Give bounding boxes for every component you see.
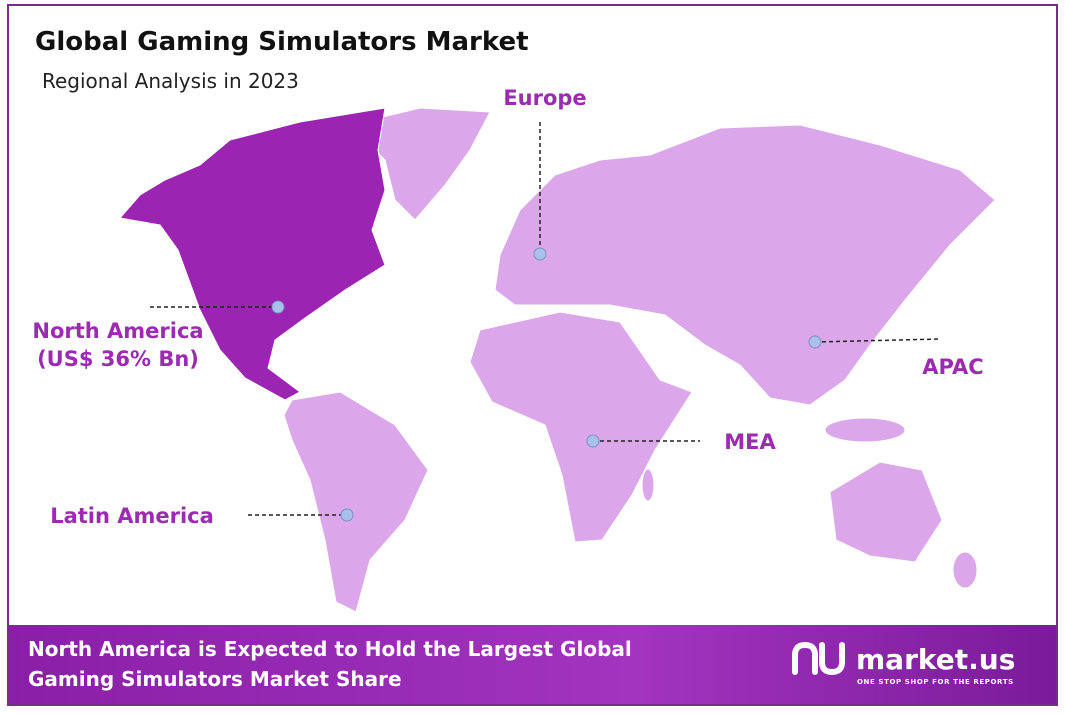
logo: market.us ONE STOP SHOP FOR THE REPORTS xyxy=(792,641,1015,686)
region-label: MEA xyxy=(724,430,776,454)
north-america xyxy=(119,107,386,401)
new-zealand xyxy=(952,551,978,589)
region-value: (US$ 36% Bn) xyxy=(37,347,199,371)
marker xyxy=(808,335,822,349)
logo-mark xyxy=(792,641,845,676)
africa xyxy=(469,311,693,543)
region-label: APAC xyxy=(922,355,983,379)
region-label: Latin America xyxy=(50,504,214,528)
title: Global Gaming Simulators Market xyxy=(35,27,529,57)
greenland xyxy=(349,107,491,221)
indonesia xyxy=(824,417,906,443)
footer-text: North America is Expected to Hold the La… xyxy=(28,637,632,661)
marker xyxy=(271,300,285,314)
madagascar xyxy=(641,468,655,502)
eurasia xyxy=(494,124,996,406)
south-america xyxy=(283,391,429,613)
logo-tagline: ONE STOP SHOP FOR THE REPORTS xyxy=(857,678,1014,686)
world-map xyxy=(119,107,996,613)
footer-bar xyxy=(9,625,1056,704)
callouts: North America (US$ 36% Bn) Europe APAC M… xyxy=(32,86,983,528)
logo-text: market.us xyxy=(856,643,1015,676)
australia xyxy=(829,461,943,563)
marker xyxy=(586,434,600,448)
subtitle: Regional Analysis in 2023 xyxy=(42,69,299,93)
footer-text: Gaming Simulators Market Share xyxy=(28,667,402,691)
marker xyxy=(340,508,354,522)
marker xyxy=(533,247,547,261)
region-label: North America xyxy=(32,319,203,343)
region-label: Europe xyxy=(503,86,586,110)
